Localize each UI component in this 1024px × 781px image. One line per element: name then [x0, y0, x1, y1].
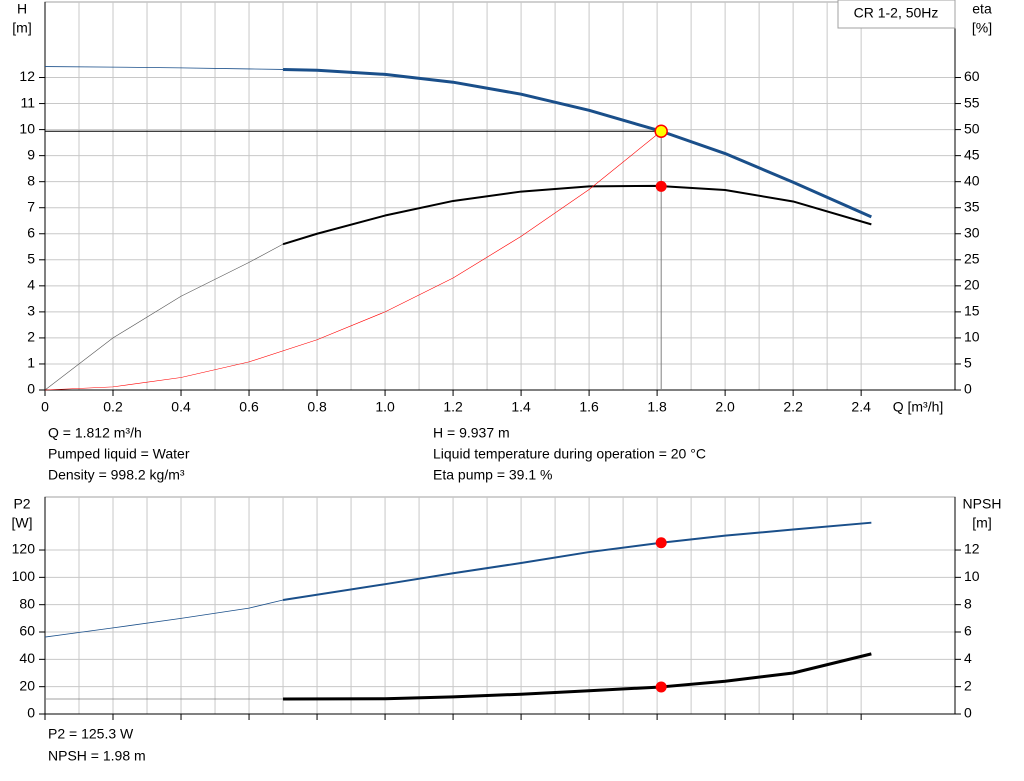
x-tick-label: 0.8	[307, 399, 327, 415]
operating-point	[655, 681, 667, 693]
y2-axis-label: [m]	[972, 515, 991, 531]
y2-tick-label: 8	[964, 595, 972, 611]
y2-tick-label: 60	[964, 68, 980, 84]
y-tick-label: 9	[27, 146, 35, 162]
y2-axis-label: eta	[972, 1, 992, 17]
curve	[283, 652, 872, 701]
curve	[44, 243, 284, 391]
y2-axis-label: NPSH	[963, 496, 1002, 512]
info-text: Density = 998.2 kg/m³	[48, 467, 185, 483]
y2-tick-label: 10	[964, 568, 980, 584]
y-axis-label: [W]	[12, 515, 33, 531]
y2-tick-label: 12	[964, 541, 980, 557]
y2-tick-label: 0	[964, 381, 972, 397]
y2-tick-label: 5	[964, 355, 972, 371]
x-axis-label: Q [m³/h]	[893, 399, 944, 415]
curve	[283, 67, 872, 219]
y-tick-label: 80	[19, 595, 35, 611]
info-text: P2 = 125.3 W	[48, 726, 134, 742]
y-tick-label: 10	[19, 120, 35, 136]
y-tick-label: 11	[20, 94, 35, 110]
y2-tick-label: 50	[964, 120, 980, 136]
y-tick-label: 4	[27, 277, 35, 293]
y2-tick-label: 30	[964, 224, 980, 240]
y-tick-label: 5	[27, 251, 35, 267]
y2-tick-label: 6	[964, 623, 972, 639]
y-tick-label: 1	[27, 355, 35, 371]
y2-tick-label: 2	[964, 677, 972, 693]
curve	[44, 131, 662, 391]
y-tick-label: 20	[19, 677, 35, 693]
x-tick-label: 1.6	[579, 399, 599, 415]
y-axis-label: [m]	[12, 20, 31, 36]
y2-tick-label: 10	[964, 329, 980, 345]
x-tick-label: 2.4	[851, 399, 871, 415]
curve	[44, 599, 284, 638]
y2-tick-label: 25	[964, 251, 980, 267]
y2-tick-label: 15	[964, 303, 980, 319]
info-text: Q = 1.812 m³/h	[48, 425, 142, 441]
y-tick-label: 2	[27, 329, 35, 345]
y-tick-label: 3	[27, 303, 35, 319]
x-tick-label: 1.4	[511, 399, 531, 415]
y-tick-label: 8	[27, 172, 35, 188]
y-tick-label: 6	[27, 224, 35, 240]
x-tick-label: 1.0	[375, 399, 395, 415]
y-tick-label: 100	[12, 568, 36, 584]
y-tick-label: 120	[12, 541, 36, 557]
y-tick-label: 0	[27, 381, 35, 397]
y2-tick-label: 35	[964, 198, 980, 214]
info-text: Liquid temperature during operation = 20…	[433, 446, 706, 462]
y2-tick-label: 4	[964, 650, 972, 666]
operating-point	[654, 124, 668, 138]
x-tick-label: 0.2	[103, 399, 123, 415]
info-text: Pumped liquid = Water	[48, 446, 190, 462]
x-tick-label: 1.8	[647, 399, 667, 415]
operating-point	[655, 180, 667, 192]
info-text: Eta pump = 39.1 %	[433, 467, 552, 483]
y2-tick-label: 20	[964, 277, 980, 293]
x-tick-label: 0	[41, 399, 49, 415]
y2-tick-label: 45	[964, 146, 980, 162]
y2-axis-label: [%]	[972, 20, 992, 36]
title-box	[837, 0, 956, 29]
y-tick-label: 7	[27, 198, 35, 214]
operating-point	[655, 537, 667, 549]
y2-tick-label: 0	[964, 705, 972, 721]
x-tick-label: 2.0	[715, 399, 735, 415]
y2-tick-label: 55	[964, 94, 980, 110]
info-text: H = 9.937 m	[433, 425, 510, 441]
curve	[44, 66, 284, 70]
curve	[282, 521, 872, 602]
x-tick-label: 0.4	[171, 399, 191, 415]
y-axis-label: H	[17, 1, 27, 17]
y-axis-label: P2	[13, 496, 30, 512]
y-tick-label: 12	[19, 68, 35, 84]
curve	[282, 184, 872, 246]
y-tick-label: 40	[19, 650, 35, 666]
y-tick-label: 0	[27, 705, 35, 721]
x-tick-label: 1.2	[443, 399, 463, 415]
chart-title: CR 1-2, 50Hz	[854, 5, 939, 21]
x-tick-label: 0.6	[239, 399, 259, 415]
info-text: NPSH = 1.98 m	[48, 748, 146, 764]
x-tick-label: 2.2	[783, 399, 803, 415]
y-tick-label: 60	[19, 623, 35, 639]
y2-tick-label: 40	[964, 172, 980, 188]
